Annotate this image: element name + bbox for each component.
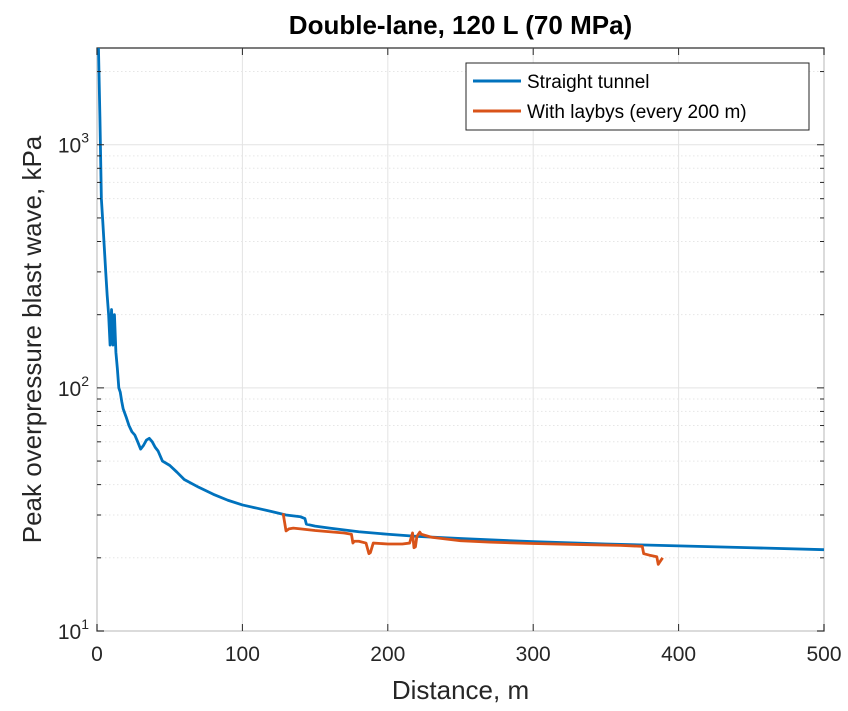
y-axis-label: Peak overpressure blast wave, kPa: [17, 135, 47, 543]
legend-label-with-laybys: With laybys (every 200 m): [527, 102, 747, 123]
y-tick-label: 103: [58, 130, 89, 158]
series-line-with-laybys: [281, 513, 664, 566]
x-tick-label: 200: [370, 643, 405, 666]
x-axis-label: Distance, m: [392, 675, 529, 705]
plot-background: [96, 47, 825, 632]
x-tick-label: 500: [806, 643, 841, 666]
y-tick-label: 102: [58, 373, 89, 401]
y-tick-labels: 101 102 103: [58, 130, 89, 644]
x-tick-label: 0: [91, 643, 103, 666]
x-tick-labels: 0 100 200 300 400 500: [91, 643, 841, 666]
series-layer: [97, 48, 824, 566]
legend-label-straight-tunnel: Straight tunnel: [527, 72, 650, 93]
legend-box: [465, 62, 810, 131]
axis-ticks: [96, 48, 825, 632]
series-line-straight-tunnel: [97, 48, 824, 552]
plot-area: [96, 47, 825, 632]
x-tick-label: 300: [516, 643, 551, 666]
x-tick-label: 400: [661, 643, 696, 666]
chart-title: Double-lane, 120 L (70 MPa): [289, 10, 632, 40]
y-tick-label: 101: [58, 616, 89, 644]
x-tick-label: 100: [225, 643, 260, 666]
legend: Straight tunnel With laybys (every 200 m…: [465, 62, 810, 131]
